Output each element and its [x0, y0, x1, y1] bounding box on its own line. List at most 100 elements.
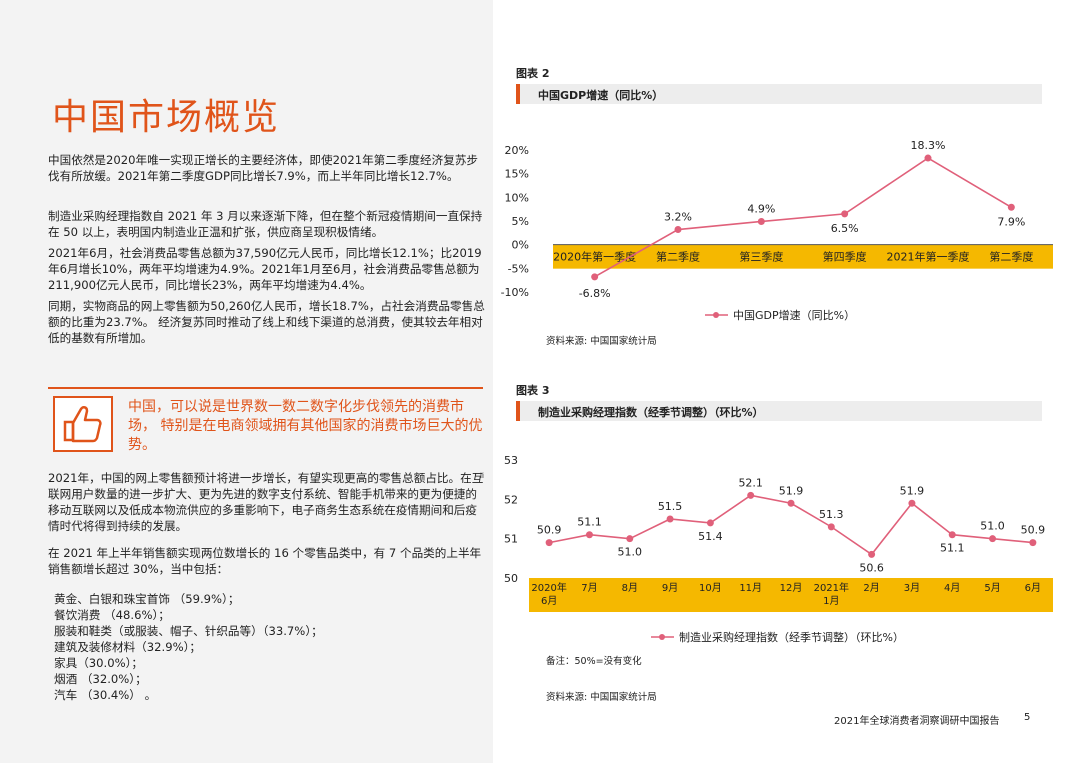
paragraph-2: 制造业采购经理指数自 2021 年 3 月以来逐渐下降，但在整个新冠疫情期间一直…	[48, 209, 483, 239]
pmi-data-label: 51.1	[577, 516, 602, 529]
gdp-data-label: 7.9%	[997, 215, 1025, 228]
y-tick-label: 53	[504, 454, 518, 467]
pmi-data-label: 51.0	[618, 546, 643, 559]
x-tick-label: 4月	[944, 582, 960, 594]
pmi-data-point	[908, 499, 916, 507]
category-list: 黄金、白银和珠宝首饰 （59.9%）； 餐饮消费 （48.6%）； 服装和鞋类（…	[54, 591, 323, 703]
x-tick-label: 6月	[541, 595, 557, 607]
y-tick-label: 51	[504, 533, 518, 546]
gdp-data-point	[841, 210, 849, 218]
paragraph-4: 同期，实物商品的网上零售额为50,260亿人民币，增长18.7%，占社会消费品零…	[48, 299, 485, 345]
pmi-data-label: 51.0	[980, 520, 1005, 533]
legend-label: 制造业采购经理指数（经季节调整）（环比%）	[679, 630, 904, 644]
figure-2-accent	[516, 84, 520, 104]
x-tick-label: 9月	[662, 582, 678, 594]
pmi-data-label: 51.3	[819, 508, 844, 521]
pmi-data-label: 50.9	[537, 524, 562, 537]
pmi-data-point	[827, 523, 835, 531]
paragraph-6: 在 2021 年上半年销售额实现两位数增长的 16 个零售品类中，有 7 个品类…	[48, 546, 482, 576]
legend-label: 中国GDP增速（同比%）	[733, 308, 855, 322]
paragraph-1: 中国依然是2020年唯一实现正增长的主要经济体，即使2021年第二季度经济复苏步…	[48, 153, 479, 183]
x-tick-label: 7月	[581, 582, 597, 594]
list-item: 建筑及装修材料（32.9%）；	[54, 640, 201, 654]
gdp-data-point	[757, 217, 765, 225]
pmi-data-point	[666, 515, 674, 523]
gdp-chart: 20% 15% 10% 5% 0% -5% -10% 2020年第一季度 第二季度 第三季度 第四季…	[501, 139, 1053, 322]
pmi-data-label: 51.9	[779, 484, 804, 497]
pmi-data-label: 51.1	[940, 542, 965, 555]
y-tick-label: 15%	[505, 168, 529, 181]
gdp-data-label: 3.2%	[664, 211, 692, 224]
paragraph-5-text: 2021年，中国的网上零售额预计将进一步增长，有望实现更高的零售总额占比。在互联…	[48, 471, 484, 533]
x-tick-label: 第二季度	[656, 250, 700, 264]
figure-3-title-bar: 制造业采购经理指数（经季节调整）（环比%）	[516, 401, 1042, 421]
figure-2-source: 资料来源: 中国国家统计局	[546, 336, 657, 347]
figure-3-title: 制造业采购经理指数（经季节调整）（环比%）	[538, 406, 764, 419]
x-tick-label: 3月	[904, 582, 920, 594]
figure-3-label: 图表 3	[516, 384, 550, 397]
pmi-data-point	[948, 531, 956, 539]
pmi-data-point	[545, 539, 553, 547]
list-item: 烟酒 （32.0%）；	[54, 672, 147, 686]
legend-marker	[659, 634, 665, 640]
pmi-data-point	[787, 499, 795, 507]
x-tick-label: 6月	[1025, 582, 1041, 594]
list-item: 黄金、白银和珠宝首饰 （59.9%）；	[54, 592, 240, 606]
x-tick-label: 2021年	[814, 581, 849, 594]
pmi-data-point	[989, 535, 997, 543]
x-tick-label: 12月	[780, 582, 803, 594]
gdp-data-point	[1007, 203, 1015, 211]
x-axis-band	[529, 578, 1053, 612]
x-tick-label: 第二季度	[989, 250, 1033, 264]
gdp-data-point	[674, 226, 682, 234]
y-tick-label: 50	[504, 572, 518, 585]
figure-3-accent	[516, 401, 520, 421]
gdp-data-label: 6.5%	[831, 222, 859, 235]
figure-2-title: 中国GDP增速（同比%）	[538, 89, 664, 102]
list-item: 餐饮消费 （48.6%）；	[54, 608, 170, 622]
figure-2-title-bar: 中国GDP增速（同比%）	[516, 84, 1042, 104]
footer-title: 2021年全球消费者洞察调研中国报告	[834, 716, 1000, 727]
y-tick-label: 5%	[512, 215, 529, 228]
list-item: 汽车 （30.4%） 。	[54, 688, 157, 702]
right-panel	[493, 0, 1080, 763]
x-tick-label: 10月	[699, 582, 722, 594]
pmi-data-label: 51.9	[900, 484, 925, 497]
y-tick-label: 10%	[505, 191, 529, 204]
pmi-data-point	[585, 531, 593, 539]
y-tick-label: 52	[504, 493, 518, 506]
figure-2-label: 图表 2	[516, 67, 550, 80]
x-tick-label: 1月	[823, 595, 839, 607]
thumbs-up-icon	[53, 396, 113, 452]
gdp-data-point	[591, 273, 599, 281]
paragraph-5: 2021年，中国的网上零售额预计将进一步增长，有望实现更高的零售总额占比。在互联…	[48, 470, 488, 534]
pmi-data-label: 50.9	[1021, 524, 1046, 537]
x-tick-label: 2月	[863, 582, 879, 594]
x-tick-label: 2020年第一季度	[553, 250, 636, 264]
pmi-data-point	[747, 491, 755, 499]
page-number: 5	[1024, 712, 1031, 723]
figure-3-note: 备注：50%=没有变化	[546, 656, 642, 667]
x-tick-label: 11月	[739, 582, 762, 594]
footnote-mark: ii	[480, 472, 484, 480]
list-item: 服装和鞋类（或服装、帽子、针织品等）（33.7%）；	[54, 624, 323, 638]
y-tick-label: 20%	[505, 144, 529, 157]
left-panel	[0, 0, 493, 763]
quote-divider	[48, 387, 483, 389]
y-tick-label: -5%	[508, 262, 529, 275]
pmi-data-point	[1029, 539, 1037, 547]
x-tick-label: 8月	[622, 582, 638, 594]
list-item: 家具（30.0%）；	[54, 656, 143, 670]
pmi-data-label: 52.1	[738, 476, 763, 489]
legend-marker	[713, 312, 719, 318]
pmi-data-point	[626, 535, 634, 543]
x-tick-label: 5月	[984, 582, 1000, 594]
pmi-data-point	[706, 519, 714, 527]
x-axis-band	[553, 244, 1053, 269]
gdp-series-line	[594, 157, 1012, 278]
paragraph-3: 2021年6月，社会消费品零售总额为37,590亿元人民币，同比增长12.1%；…	[48, 246, 482, 292]
figure-3-source: 资料来源: 中国国家统计局	[546, 692, 657, 703]
y-tick-label: 0%	[512, 239, 529, 252]
gdp-data-label: -6.8%	[579, 287, 611, 300]
